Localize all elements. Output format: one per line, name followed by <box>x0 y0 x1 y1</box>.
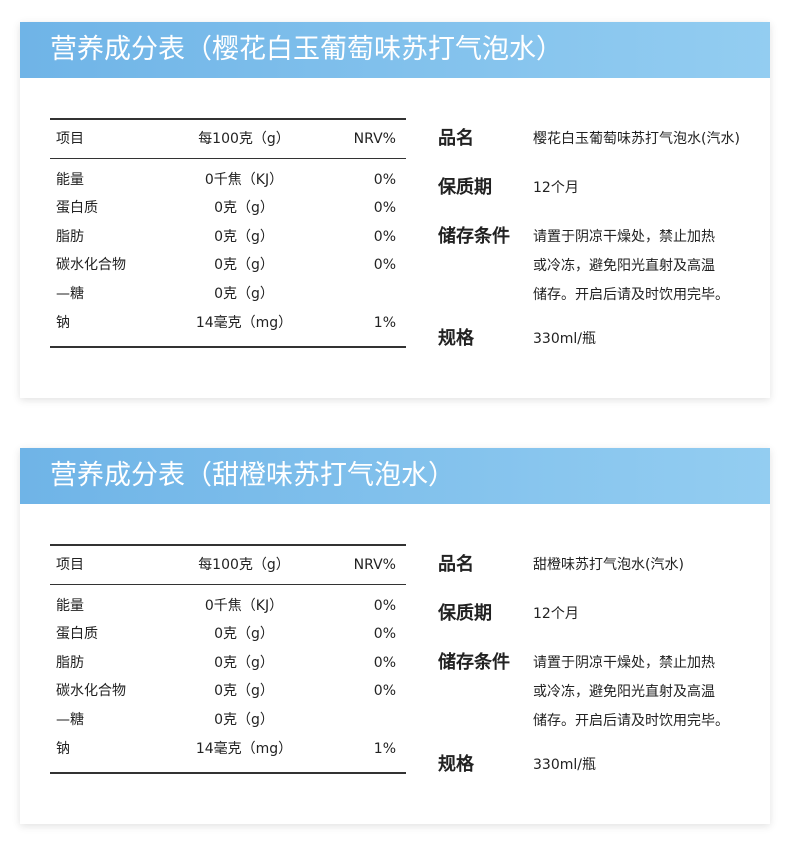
table-cell: 0% <box>373 257 396 273</box>
table-bottom-rule <box>50 772 406 774</box>
info-value: 樱花白玉葡萄味苏打气泡水(汽水) <box>533 131 740 147</box>
table-cell: 0千焦（KJ） <box>204 172 284 188</box>
table-cell: 碳水化合物 <box>56 257 126 273</box>
info-label: 储存条件 <box>438 652 510 673</box>
table-cell: 0克（g） <box>214 286 274 302</box>
table-cell: 0% <box>373 626 396 642</box>
info-value: 储存。开启后请及时饮用完毕。 <box>533 713 729 729</box>
info-label: 品名 <box>438 554 474 575</box>
info-value: 请置于阴凉干燥处，禁止加热 <box>533 229 715 245</box>
info-value: 12个月 <box>533 606 579 622</box>
table-header-cell: 项目 <box>56 557 84 573</box>
header-rule <box>50 584 406 585</box>
table-header-cell: 每100克（g） <box>198 131 290 147</box>
table-top-rule <box>50 544 406 546</box>
table-header-cell: 项目 <box>56 131 84 147</box>
table-cell: 0克（g） <box>214 200 274 216</box>
table-bottom-rule <box>50 346 406 348</box>
info-value: 12个月 <box>533 180 579 196</box>
table-cell: 脂肪 <box>56 655 84 671</box>
card-title: 营养成分表（甜橙味苏打气泡水） <box>50 460 455 491</box>
table-cell: 0% <box>373 655 396 671</box>
info-value: 请置于阴凉干燥处，禁止加热 <box>533 655 715 671</box>
info-value: 330ml/瓶 <box>533 331 596 347</box>
table-cell: 蛋白质 <box>56 626 98 642</box>
table-cell: 0克（g） <box>214 655 274 671</box>
info-value: 或冷冻，避免阳光直射及高温 <box>533 258 715 274</box>
table-cell: 0% <box>373 172 396 188</box>
table-cell: 碳水化合物 <box>56 683 126 699</box>
table-cell: 钠 <box>56 741 70 757</box>
info-value: 330ml/瓶 <box>533 757 596 773</box>
table-cell: 0% <box>373 229 396 245</box>
table-cell: 14毫克（mg） <box>195 741 293 757</box>
card: 营养成分表（甜橙味苏打气泡水） 项目 每100克（g） NRV% 能量 0千焦（KJ） 0%… <box>20 448 770 824</box>
table-header-cell: 每100克（g） <box>198 557 290 573</box>
info-label: 规格 <box>438 328 474 349</box>
table-cell: —糖 <box>56 712 84 728</box>
table-cell: 0% <box>373 200 396 216</box>
info-label: 品名 <box>438 128 474 149</box>
table-cell: 0% <box>373 598 396 614</box>
table-cell: 0克（g） <box>214 257 274 273</box>
table-header-cell: NRV% <box>353 557 396 573</box>
table-cell: 能量 <box>56 598 84 614</box>
info-label: 保质期 <box>438 177 492 198</box>
info-value: 储存。开启后请及时饮用完毕。 <box>533 287 729 303</box>
info-label: 储存条件 <box>438 226 510 247</box>
table-header-cell: NRV% <box>353 131 396 147</box>
table-cell: 0克（g） <box>214 712 274 728</box>
header-bar: 营养成分表（樱花白玉葡萄味苏打气泡水） <box>20 22 770 78</box>
table-cell: 0克（g） <box>214 683 274 699</box>
info-value: 甜橙味苏打气泡水(汽水) <box>533 557 684 573</box>
table-top-rule <box>50 118 406 120</box>
info-label: 保质期 <box>438 603 492 624</box>
card-title: 营养成分表（樱花白玉葡萄味苏打气泡水） <box>50 34 563 65</box>
table-cell: 0千焦（KJ） <box>204 598 284 614</box>
table-cell: 0克（g） <box>214 626 274 642</box>
table-cell: 0克（g） <box>214 229 274 245</box>
table-cell: —糖 <box>56 286 84 302</box>
table-cell: 0% <box>373 683 396 699</box>
card: 营养成分表（樱花白玉葡萄味苏打气泡水） 项目 每100克（g） NRV% 能量 0千焦（K… <box>20 22 770 398</box>
info-label: 规格 <box>438 754 474 775</box>
table-cell: 能量 <box>56 172 84 188</box>
table-cell: 1% <box>373 315 396 331</box>
table-cell: 钠 <box>56 315 70 331</box>
table-cell: 14毫克（mg） <box>195 315 293 331</box>
table-cell: 1% <box>373 741 396 757</box>
header-rule <box>50 158 406 159</box>
table-cell: 脂肪 <box>56 229 84 245</box>
header-bar: 营养成分表（甜橙味苏打气泡水） <box>20 448 770 504</box>
info-value: 或冷冻，避免阳光直射及高温 <box>533 684 715 700</box>
table-cell: 蛋白质 <box>56 200 98 216</box>
